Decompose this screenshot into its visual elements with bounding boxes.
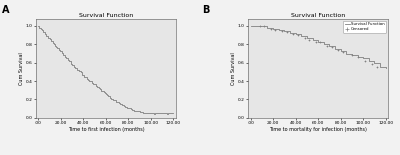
Text: B: B — [202, 5, 209, 15]
X-axis label: Time to mortality for infection (months): Time to mortality for infection (months) — [269, 127, 367, 132]
X-axis label: Time to first infection (months): Time to first infection (months) — [68, 127, 144, 132]
Y-axis label: Cum Survival: Cum Survival — [231, 52, 236, 85]
Title: Survival Function: Survival Function — [291, 13, 345, 18]
Legend: Survival Function, Censored: Survival Function, Censored — [343, 21, 386, 33]
Text: A: A — [2, 5, 10, 15]
Y-axis label: Cum Survival: Cum Survival — [18, 52, 24, 85]
Title: Survival Function: Survival Function — [79, 13, 133, 18]
